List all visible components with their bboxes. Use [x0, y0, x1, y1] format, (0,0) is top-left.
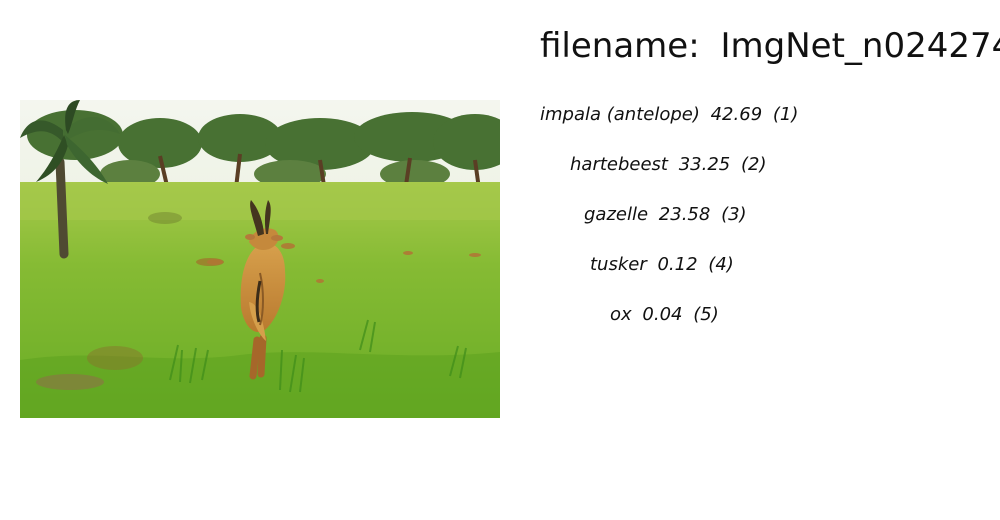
prediction-label: gazelle	[584, 204, 649, 225]
hartebeest	[240, 200, 286, 380]
filename-title: filename: ImgNet_n0242747	[540, 24, 1000, 68]
preview-image	[20, 100, 500, 418]
prediction-item: impala (antelope) 42.69 (1)	[540, 103, 798, 127]
prediction-score: 0.12	[657, 254, 698, 275]
filename-label: filename:	[540, 26, 700, 66]
prediction-rank: (1)	[772, 104, 799, 125]
prediction-label: impala (antelope)	[540, 104, 700, 125]
prediction-item: tusker 0.12 (4)	[590, 253, 734, 277]
palm-tree	[20, 100, 120, 259]
prediction-item: ox 0.04 (5)	[610, 303, 719, 327]
prediction-score: 0.04	[642, 304, 683, 325]
prediction-score: 23.58	[658, 204, 711, 225]
prediction-label: ox	[610, 304, 632, 325]
savanna-photo	[20, 100, 500, 418]
filename-value: ImgNet_n0242747	[720, 26, 1000, 66]
tree-line	[27, 110, 500, 188]
prediction-item: hartebeest 33.25 (2)	[570, 153, 766, 177]
prediction-rank: (2)	[740, 154, 767, 175]
prediction-label: hartebeest	[570, 154, 668, 175]
prediction-rank: (3)	[721, 204, 747, 225]
prediction-score: 33.25	[678, 154, 731, 175]
prediction-item: gazelle 23.58 (3)	[584, 203, 747, 227]
prediction-rank: (4)	[708, 254, 734, 275]
prediction-label: tusker	[590, 254, 647, 275]
prediction-score: 42.69	[710, 104, 763, 125]
prediction-rank: (5)	[693, 304, 719, 325]
